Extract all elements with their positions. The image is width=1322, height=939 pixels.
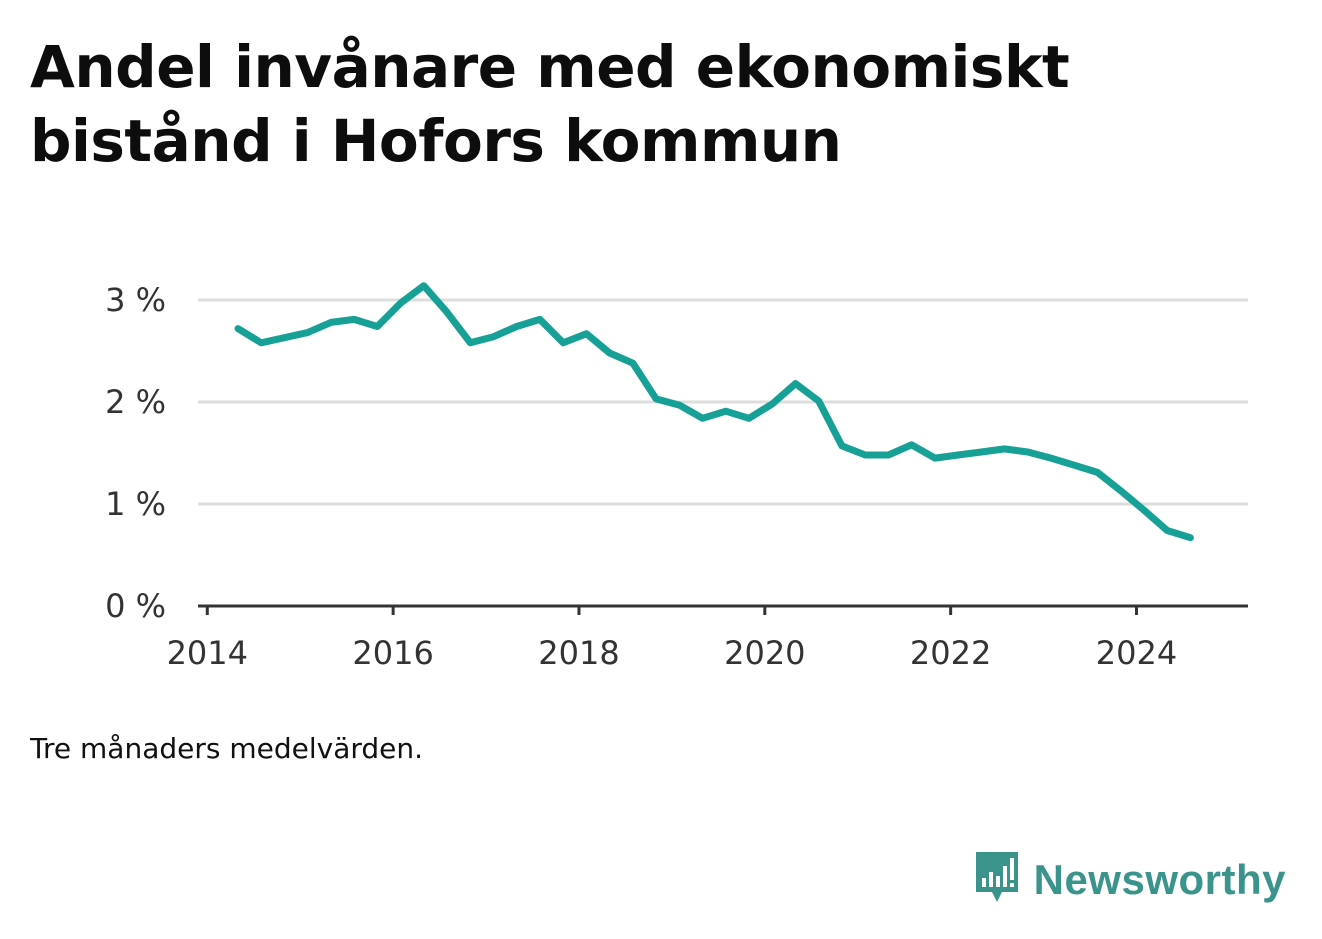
x-tick-label: 2016 xyxy=(352,634,433,672)
x-tick-label: 2022 xyxy=(910,634,991,672)
y-tick-label: 0 % xyxy=(105,587,166,625)
y-tick-label: 3 % xyxy=(105,281,166,319)
newsworthy-logo-icon xyxy=(972,848,1022,912)
x-axis: 2014 2016 2018 2020 2022 2024 xyxy=(167,604,1248,672)
gridlines xyxy=(198,298,1248,506)
series-layer xyxy=(234,282,1194,542)
x-tick-label: 2014 xyxy=(167,634,248,672)
y-tick-label: 2 % xyxy=(105,383,166,421)
chart-title: Andel invånare med ekonomiskt bistånd i … xyxy=(30,33,1070,175)
x-tick-label: 2024 xyxy=(1096,634,1177,672)
x-tick-label: 2018 xyxy=(538,634,619,672)
y-axis-ticks: 0 % 1 % 2 % 3 % xyxy=(105,281,166,625)
series-line xyxy=(234,282,1194,542)
newsworthy-brand: Newsworthy xyxy=(972,848,1286,912)
y-tick-label: 1 % xyxy=(105,485,166,523)
chart-caption: Tre månaders medelvärden. xyxy=(30,732,424,765)
x-tick-label: 2020 xyxy=(724,634,805,672)
brand-name: Newsworthy xyxy=(1033,856,1286,903)
